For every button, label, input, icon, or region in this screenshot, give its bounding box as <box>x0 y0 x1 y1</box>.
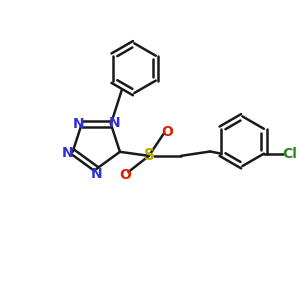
Text: Cl: Cl <box>282 147 297 161</box>
Text: O: O <box>119 168 131 182</box>
Text: N: N <box>61 146 73 160</box>
Text: N: N <box>72 117 84 131</box>
Text: O: O <box>161 124 173 139</box>
Text: N: N <box>91 167 102 181</box>
Text: S: S <box>143 148 155 163</box>
Text: N: N <box>109 116 120 130</box>
